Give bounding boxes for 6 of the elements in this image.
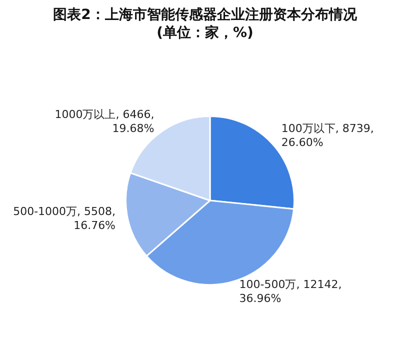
slice-label: 100-500万, 12142, 36.96% — [239, 278, 342, 306]
chart-subtitle: (单位：家，%) — [156, 24, 254, 42]
slice-label: 100万以下, 8739, 26.60% — [281, 122, 374, 149]
chart-title: 图表2：上海市智能传感器企业注册资本分布情况 — [52, 6, 358, 24]
slice-label: 1000万以上, 6466, 19.68% — [54, 108, 154, 135]
slice-label: 500-1000万, 5508, 16.76% — [13, 204, 116, 232]
